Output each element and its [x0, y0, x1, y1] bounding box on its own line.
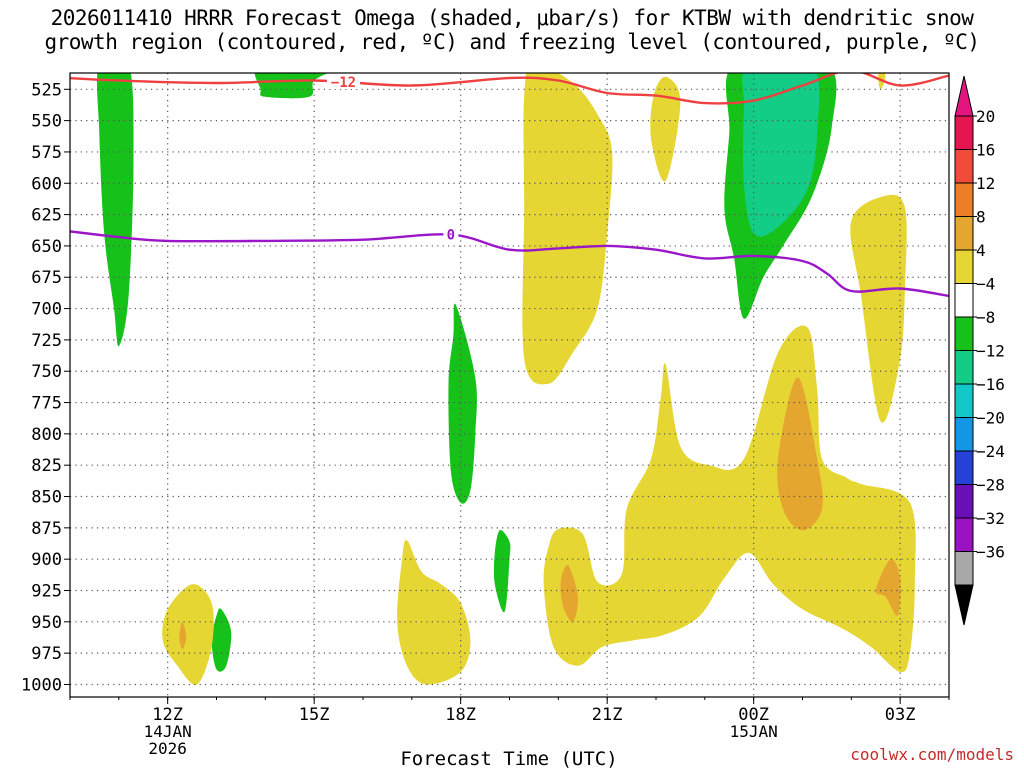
- contour-lines: −12 0: [70, 73, 949, 298]
- y-tick-label: 850: [31, 488, 62, 508]
- chart-title-line-1: 2026011410 HRRR Forecast Omega (shaded, …: [50, 6, 974, 30]
- contour-label-bg: [443, 226, 459, 242]
- omega-region: [875, 558, 901, 616]
- colorbar-label: −20: [976, 409, 1005, 428]
- colorbar-segment: [954, 484, 974, 519]
- chart-title-line-2: growth region (contoured, red, ºC) and f…: [44, 30, 980, 54]
- y-tick-label: 975: [31, 644, 62, 664]
- x-tick-year-label: 2026: [148, 739, 187, 758]
- colorbar-bottom-arrow: [954, 584, 974, 626]
- colorbar-legend: 20 16 12 8 4 −4 −8 −12 −16 −20 −24 −28 −32 −36: [954, 75, 1005, 626]
- y-tick-label: 550: [31, 112, 62, 132]
- omega-region: [179, 621, 187, 650]
- y-tick-label: 925: [31, 581, 62, 601]
- contour-label: 0: [447, 228, 455, 244]
- omega-region: [742, 73, 820, 237]
- y-tick-label: 525: [31, 80, 62, 100]
- omega-region: [493, 530, 511, 613]
- x-tick-date-label: 15JAN: [730, 722, 778, 741]
- x-tick-label: 18Z: [445, 705, 476, 725]
- contour-label-bg: [326, 74, 360, 90]
- colorbar-segment: [954, 417, 974, 452]
- x-axis-title: Forecast Time (UTC): [400, 748, 617, 768]
- x-tick-label: 21Z: [592, 705, 623, 725]
- omega-region: [522, 73, 613, 385]
- contour-label: −12: [331, 75, 356, 91]
- x-tick-label: 15Z: [299, 705, 330, 725]
- contour-line: [70, 230, 949, 298]
- grid-lines: [70, 73, 949, 697]
- y-tick-label: 575: [31, 143, 62, 163]
- y-tick-label: 950: [31, 613, 62, 633]
- omega-region: [777, 377, 823, 531]
- omega-shading: [96, 73, 916, 685]
- colorbar-label: −12: [976, 342, 1005, 361]
- x-tick-label: 00Z: [738, 705, 769, 725]
- y-tick-label: 875: [31, 519, 62, 539]
- colorbar-label: −32: [976, 509, 1005, 528]
- colorbar-segment: [954, 350, 974, 385]
- colorbar-top-arrow: [954, 75, 974, 117]
- y-axis: 525 550 575 600 625 650 675 700 725 750 775 800 825 8…: [21, 80, 70, 695]
- colorbar-label: −8: [976, 308, 995, 327]
- colorbar-segment: [954, 216, 974, 251]
- colorbar-label: 20: [976, 107, 995, 126]
- omega-region: [850, 194, 907, 423]
- colorbar-label: −24: [976, 442, 1005, 461]
- x-tick-label: 12Z: [152, 705, 183, 725]
- omega-region: [448, 303, 477, 504]
- omega-region: [650, 76, 681, 182]
- colorbar-label: 16: [976, 141, 995, 160]
- omega-region: [211, 608, 232, 672]
- colorbar-label: 4: [976, 241, 986, 260]
- colorbar-segment: [954, 182, 974, 217]
- colorbar-label: −36: [976, 543, 1005, 562]
- y-tick-label: 900: [31, 550, 62, 570]
- colorbar-segment: [954, 450, 974, 485]
- y-tick-label: 800: [31, 425, 62, 445]
- y-tick-label: 625: [31, 206, 62, 226]
- y-tick-label: 725: [31, 331, 62, 351]
- colorbar-segment: [954, 517, 974, 552]
- colorbar-label: 12: [976, 174, 995, 193]
- colorbar-label: −28: [976, 476, 1005, 495]
- colorbar-segment: [954, 283, 974, 318]
- omega-region: [543, 325, 916, 673]
- y-tick-label: 1000: [21, 675, 62, 695]
- colorbar-segment: [954, 115, 974, 150]
- colorbar-label: 8: [976, 208, 986, 227]
- colorbar-segment: [954, 149, 974, 184]
- y-tick-label: 775: [31, 394, 62, 414]
- omega-region: [560, 565, 579, 622]
- contour-line: [70, 73, 949, 105]
- colorbar-segment: [954, 551, 974, 586]
- y-tick-label: 825: [31, 456, 62, 476]
- colorbar-segment: [954, 383, 974, 418]
- y-tick-label: 700: [31, 300, 62, 320]
- y-tick-label: 650: [31, 237, 62, 257]
- y-tick-label: 600: [31, 174, 62, 194]
- x-tick-date-label: 14JAN: [144, 722, 192, 741]
- chart-title: 2026011410 HRRR Forecast Omega (shaded, …: [0, 6, 1024, 54]
- omega-region: [162, 584, 214, 685]
- omega-region: [96, 73, 134, 347]
- y-tick-label: 675: [31, 268, 62, 288]
- colorbar-label: −16: [976, 375, 1005, 394]
- colorbar-segment: [954, 316, 974, 351]
- watermark: coolwx.com/models: [850, 745, 1014, 764]
- x-tick-label: 03Z: [885, 705, 916, 725]
- omega-region: [397, 540, 471, 685]
- colorbar-segment: [954, 249, 974, 284]
- colorbar-label: −4: [976, 275, 995, 294]
- y-tick-label: 750: [31, 362, 62, 382]
